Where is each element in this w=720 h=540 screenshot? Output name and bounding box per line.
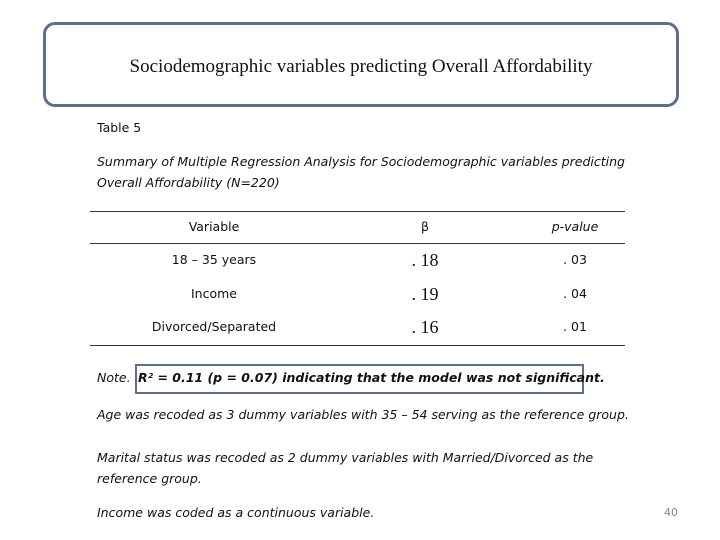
page-number: 40: [664, 506, 678, 519]
table-label: Table 5: [97, 120, 142, 135]
table-cell: Income: [191, 286, 237, 301]
note-prefix: Note.: [97, 370, 131, 385]
table-cell: . 03: [563, 252, 587, 267]
title-box: [43, 22, 679, 107]
note-line: Income was coded as a continuous variabl…: [97, 505, 375, 520]
table-cell: . 01: [563, 319, 587, 334]
rule: [90, 345, 625, 346]
rule: [90, 243, 625, 244]
table-cell: . 19: [411, 284, 439, 304]
rule: [90, 211, 625, 212]
note-line: Marital status was recoded as 2 dummy va…: [97, 450, 594, 486]
table-cell: . 18: [411, 250, 439, 270]
table-cell: Divorced/Separated: [151, 319, 277, 334]
table-cell: . 16: [411, 317, 439, 337]
column-header: β: [421, 219, 429, 234]
model-note: R² = 0.11 (p = 0.07) indicating that the…: [138, 370, 605, 385]
column-header: Variable: [188, 219, 240, 234]
highlight-box: [135, 364, 584, 394]
table-cell: 18 – 35 years: [171, 252, 257, 267]
table-caption: Summary of Multiple Regression Analysis …: [97, 154, 625, 190]
table-cell: . 04: [563, 286, 587, 301]
note-line: Age was recoded as 3 dummy variables wit…: [97, 407, 629, 422]
column-header: p-value: [551, 219, 599, 234]
slide-title: Sociodemographic variables predicting Ov…: [129, 56, 593, 77]
